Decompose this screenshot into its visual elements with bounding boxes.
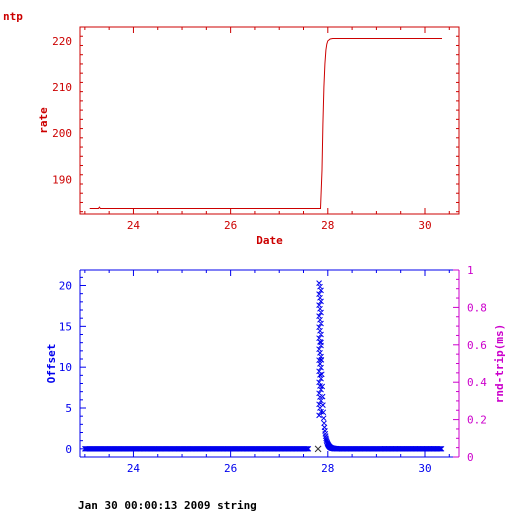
offset-chart: 24 26 28 30 0 5 10 15 20 0 0.2 0.4 0.6 0.8 1 Offset rnd-… bbox=[45, 264, 506, 475]
y-tick-label: 210 bbox=[52, 81, 72, 94]
y-tick-label: 220 bbox=[52, 35, 72, 48]
y-tick-label: 190 bbox=[52, 173, 72, 186]
x-axis-label: Date bbox=[256, 234, 283, 247]
x-tick-label: 28 bbox=[321, 462, 334, 475]
y-tick-label: 10 bbox=[59, 361, 72, 374]
offset-scatter-markers bbox=[82, 280, 445, 452]
x-tick-label: 24 bbox=[127, 462, 141, 475]
x-tick-label: 26 bbox=[224, 462, 237, 475]
x-tick-label: 26 bbox=[224, 219, 237, 232]
y-tick-label: 15 bbox=[59, 320, 72, 333]
outlier-marker bbox=[314, 445, 322, 453]
y-tick-label: 0 bbox=[65, 443, 72, 456]
footer-timestamp: Jan 30 00:00:13 2009 string bbox=[78, 499, 257, 512]
rate-series-line bbox=[89, 38, 442, 209]
y-tick-label: 200 bbox=[52, 127, 72, 140]
y2-tick-label: 0.4 bbox=[467, 376, 487, 389]
y2-tick-label: 0.8 bbox=[467, 301, 487, 314]
y2-tick-label: 1 bbox=[467, 264, 474, 277]
x-tick-label: 24 bbox=[127, 219, 141, 232]
y-tick-label: 5 bbox=[65, 402, 72, 415]
x-tick-label: 28 bbox=[321, 219, 334, 232]
y-axis-label: Offset bbox=[45, 344, 58, 384]
y2-tick-label: 0 bbox=[467, 451, 474, 464]
y-axis-label: rate bbox=[37, 107, 50, 134]
y2-tick-label: 0.6 bbox=[467, 339, 487, 352]
chart-title: ntp bbox=[3, 10, 23, 23]
x-tick-label: 30 bbox=[418, 219, 431, 232]
plot-frame bbox=[79, 26, 460, 215]
y2-tick-label: 0.2 bbox=[467, 414, 487, 427]
y-tick-label: 20 bbox=[59, 280, 72, 293]
y2-axis-label: rnd-trip(ms) bbox=[493, 324, 506, 403]
rate-chart: 24 26 28 30 190 200 210 220 ntp Date rate bbox=[3, 10, 460, 247]
x-tick-label: 30 bbox=[418, 462, 431, 475]
